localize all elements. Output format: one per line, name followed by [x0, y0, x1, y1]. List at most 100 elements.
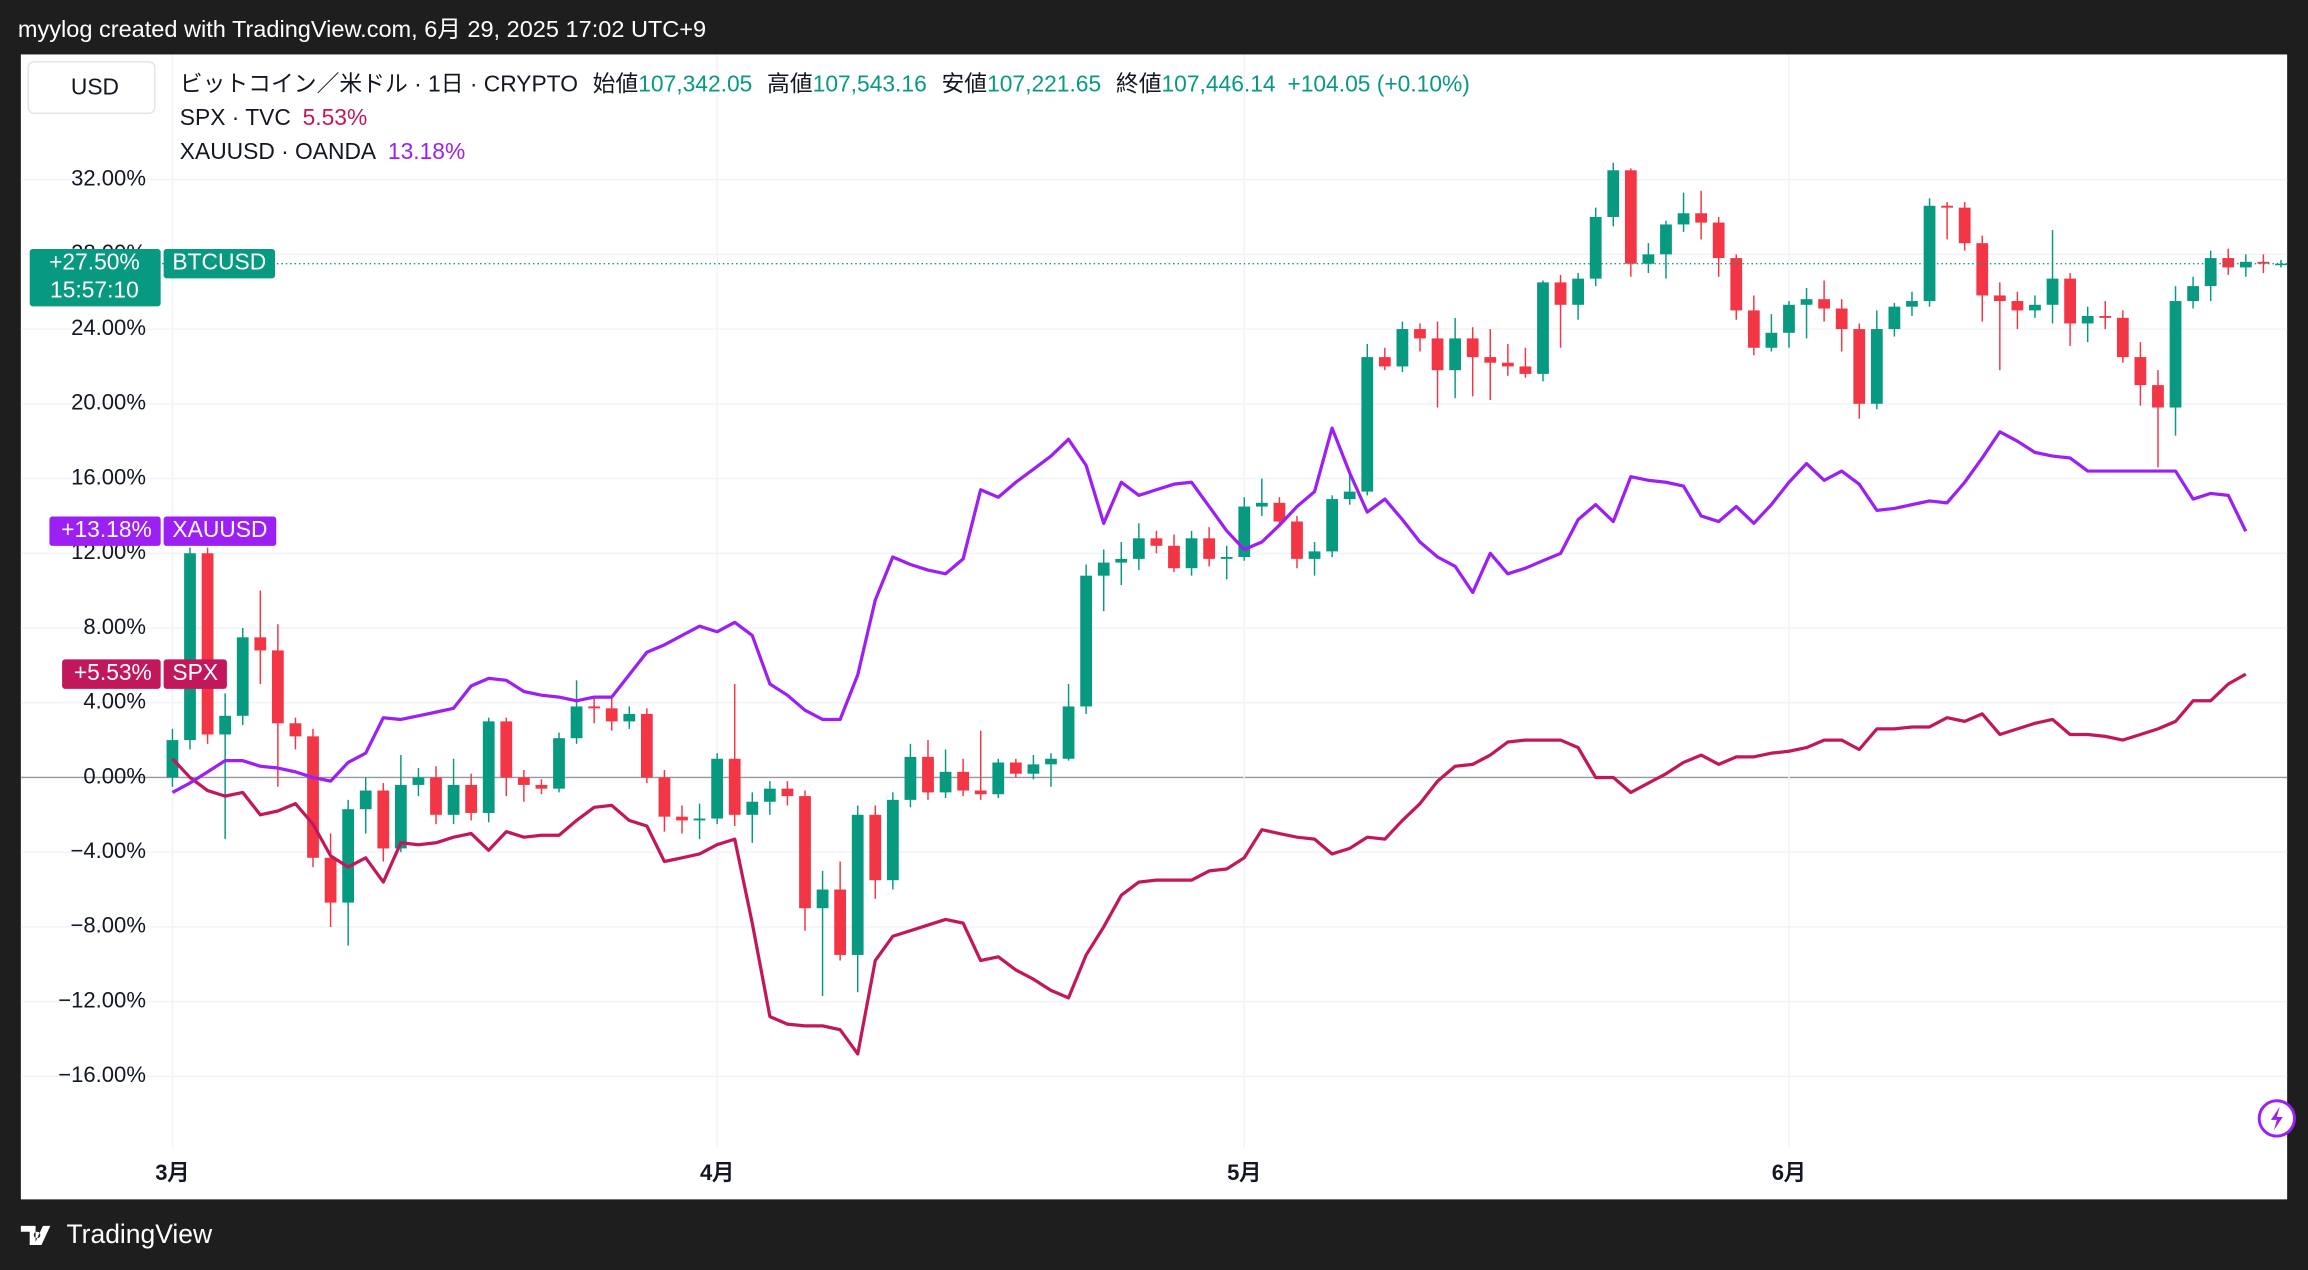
candle-body	[2064, 278, 2076, 324]
candle-body	[781, 788, 794, 797]
candle-body	[2081, 315, 2094, 324]
candle-body	[2204, 258, 2217, 287]
badge-name: SPX	[172, 659, 218, 685]
currency-box[interactable]	[27, 61, 156, 115]
y-tick-label: 4.00%	[83, 689, 146, 714]
candle-body	[2222, 258, 2235, 268]
legend-ohlc-value: 107,543.16	[813, 70, 927, 96]
candle-body	[482, 721, 495, 813]
badge-name-box	[163, 248, 275, 279]
candle-body	[1888, 306, 1901, 330]
candle-body	[1695, 213, 1708, 223]
candle-body	[1027, 764, 1040, 774]
candle-body	[1255, 502, 1268, 507]
candle-body	[1783, 304, 1795, 333]
legend-ohlc-value: 107,342.05	[638, 70, 752, 96]
candle-body	[219, 715, 232, 735]
y-tick-label: 24.00%	[71, 315, 146, 340]
candle-body	[307, 736, 319, 858]
candle-body	[2257, 261, 2270, 264]
candle-body	[184, 553, 196, 741]
legend-change: +104.05 (+0.10%)	[1287, 70, 1470, 96]
candle-body	[1818, 299, 1830, 309]
x-tick-label: 4月	[700, 1160, 734, 1185]
candle-body	[2152, 385, 2164, 408]
candle-body	[834, 889, 847, 955]
y-tick-label: −8.00%	[70, 913, 145, 938]
badges: +27.50%15:57:10 BTCUSD +5.53% SPX +13.18% XAU…	[29, 248, 277, 689]
candle-body	[289, 723, 302, 737]
compare-lines	[171, 426, 2248, 1056]
candle-body	[1554, 282, 1567, 305]
candle-body	[658, 777, 671, 817]
candle-body	[869, 814, 882, 881]
legend-compare: SPX · TVC 5.53%	[180, 104, 367, 130]
candle-body	[1660, 224, 1672, 255]
series-badge: +27.50%15:57:10 BTCUSD	[29, 248, 275, 307]
candle-body	[2239, 261, 2252, 268]
candle-body	[1273, 502, 1286, 522]
candle-body	[1484, 357, 1497, 363]
candle-body	[1870, 329, 1883, 404]
candle-body	[359, 790, 372, 810]
candle-body	[1958, 207, 1971, 244]
candle-body	[1853, 329, 1866, 404]
candle-body	[201, 553, 214, 735]
candle-body	[1976, 243, 1989, 296]
quick-action-bolt	[2270, 1106, 2283, 1131]
candle-body	[1906, 301, 1918, 307]
candle-body	[1624, 170, 1637, 264]
candle-body	[1378, 357, 1391, 367]
badge-name-box	[163, 516, 277, 546]
candle-body	[1414, 329, 1426, 339]
candle-body	[1712, 222, 1725, 259]
candle-body	[570, 706, 583, 739]
y-tick-label: 0.00%	[83, 763, 146, 788]
candle-body	[2116, 317, 2129, 358]
candle-body	[711, 758, 724, 819]
candle-body	[605, 708, 618, 722]
badge-name: BTCUSD	[172, 249, 266, 275]
y-axis: −16.00% −12.00% −8.00% −4.00% 0.00% 4.00% 8.00…	[58, 165, 1806, 1185]
header-text: myylog created with TradingView.com, 6月 …	[18, 16, 706, 42]
badge-value: +13.18%	[61, 516, 152, 542]
badge-name-box	[163, 659, 227, 689]
candle-body	[430, 777, 442, 815]
candle-body	[500, 721, 513, 778]
candle-body	[1150, 538, 1163, 546]
series-badge: +5.53% SPX	[62, 659, 227, 689]
candle-body	[447, 784, 460, 815]
legend-ohlc-label: 終値	[1116, 70, 1162, 96]
chart-panel	[20, 54, 2288, 1200]
candle-body	[2029, 304, 2041, 311]
candle-body	[1923, 205, 1936, 302]
legend-ohlc-label: 高値	[767, 70, 813, 96]
candle-body	[271, 650, 284, 724]
candle-body	[1080, 575, 1093, 707]
y-tick-label: −12.00%	[58, 987, 146, 1012]
y-tick-label: −16.00%	[58, 1062, 146, 1087]
quick-action[interactable]	[2257, 1099, 2296, 1138]
badge-countdown: 15:57:10	[50, 277, 139, 303]
candle-body	[2187, 286, 2199, 302]
candle-body	[1501, 362, 1514, 367]
candle-body	[1097, 562, 1110, 576]
candle-body	[535, 784, 548, 789]
candle-body	[254, 637, 267, 651]
candle-body	[1941, 205, 1953, 208]
badge-value-box	[62, 659, 161, 689]
candle-body	[465, 784, 478, 813]
candle-body	[2275, 263, 2287, 266]
footer-text: TradingView	[66, 1219, 213, 1249]
candle-body	[553, 738, 565, 789]
candle-body	[1168, 545, 1180, 569]
candle-body	[1238, 506, 1251, 557]
legend-compare-value: 5.53%	[303, 104, 368, 130]
x-tick-label: 5月	[1227, 1160, 1261, 1185]
candle-body	[1220, 556, 1233, 559]
badge-name: XAUUSD	[172, 516, 267, 542]
candle-body	[1361, 357, 1374, 492]
candle-body	[1203, 538, 1216, 559]
